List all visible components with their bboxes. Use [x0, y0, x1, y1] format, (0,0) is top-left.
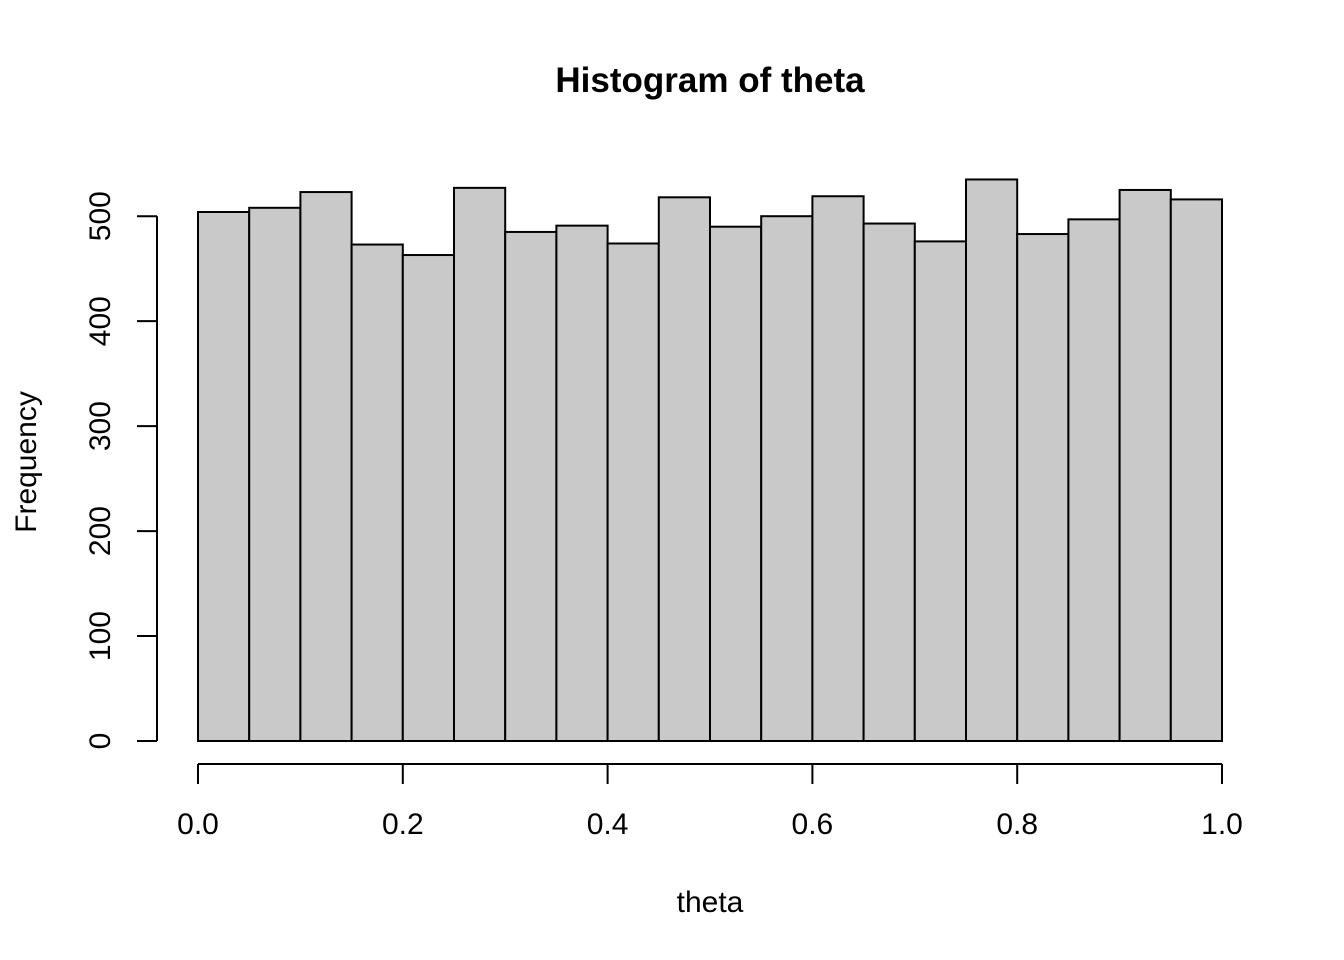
histogram-bar	[197, 211, 251, 743]
histogram-bar	[1169, 198, 1224, 743]
histogram-bar	[555, 224, 609, 742]
y-tick-label: 500	[84, 191, 117, 241]
histogram-bar	[913, 240, 967, 742]
chart-title: Histogram of theta	[555, 61, 865, 100]
x-tick-label: 0.4	[587, 808, 629, 841]
histogram-bar	[1067, 218, 1121, 742]
histogram-bar	[606, 242, 660, 742]
histogram-bar	[965, 178, 1019, 743]
bars-group	[197, 178, 1224, 743]
histogram-bar	[248, 206, 302, 742]
y-tick-label: 0	[84, 733, 117, 750]
y-tick-label: 100	[84, 611, 117, 661]
x-tick-label: 0.2	[382, 808, 424, 841]
x-axis-label: theta	[677, 886, 744, 919]
y-tick-label: 200	[84, 506, 117, 556]
histogram-bar	[504, 230, 558, 742]
x-axis: 0.0 0.2 0.4 0.6 0.8 1.0	[177, 763, 1243, 841]
y-axis-label: Frequency	[10, 391, 43, 533]
histogram-bar	[1016, 233, 1070, 742]
y-axis: 0 100 200 300 400 500	[84, 191, 158, 750]
histogram-bar	[299, 191, 353, 742]
x-tick-label: 0.8	[996, 808, 1038, 841]
histogram-bar	[760, 215, 814, 742]
histogram-bar	[401, 254, 455, 743]
histogram-bar	[453, 186, 507, 743]
histogram-bar	[1118, 188, 1172, 742]
x-tick-label: 0.0	[177, 808, 219, 841]
histogram-bar	[811, 195, 865, 742]
histogram-bar	[657, 196, 711, 743]
x-tick-label: 1.0	[1201, 808, 1243, 841]
x-tick-label: 0.6	[792, 808, 834, 841]
y-tick-label: 300	[84, 401, 117, 451]
histogram-bar	[709, 225, 763, 743]
histogram-bar	[350, 243, 404, 742]
y-tick-label: 400	[84, 296, 117, 346]
histogram-bar	[862, 222, 916, 743]
